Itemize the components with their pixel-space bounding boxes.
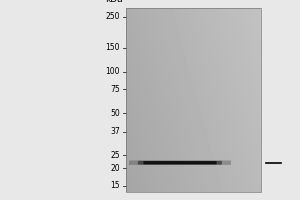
Text: 20: 20 [110, 164, 120, 173]
Bar [126, 8, 261, 192]
FancyBboxPatch shape [138, 161, 222, 165]
Text: 15: 15 [110, 181, 120, 190]
Text: 75: 75 [110, 85, 120, 94]
Text: 100: 100 [106, 67, 120, 76]
Text: 50: 50 [110, 109, 120, 118]
Text: 25: 25 [110, 151, 120, 160]
FancyBboxPatch shape [129, 161, 231, 165]
FancyBboxPatch shape [143, 161, 217, 164]
Text: 150: 150 [106, 43, 120, 52]
Text: 37: 37 [110, 127, 120, 136]
Text: kDa: kDa [105, 0, 123, 4]
Text: 250: 250 [106, 12, 120, 21]
